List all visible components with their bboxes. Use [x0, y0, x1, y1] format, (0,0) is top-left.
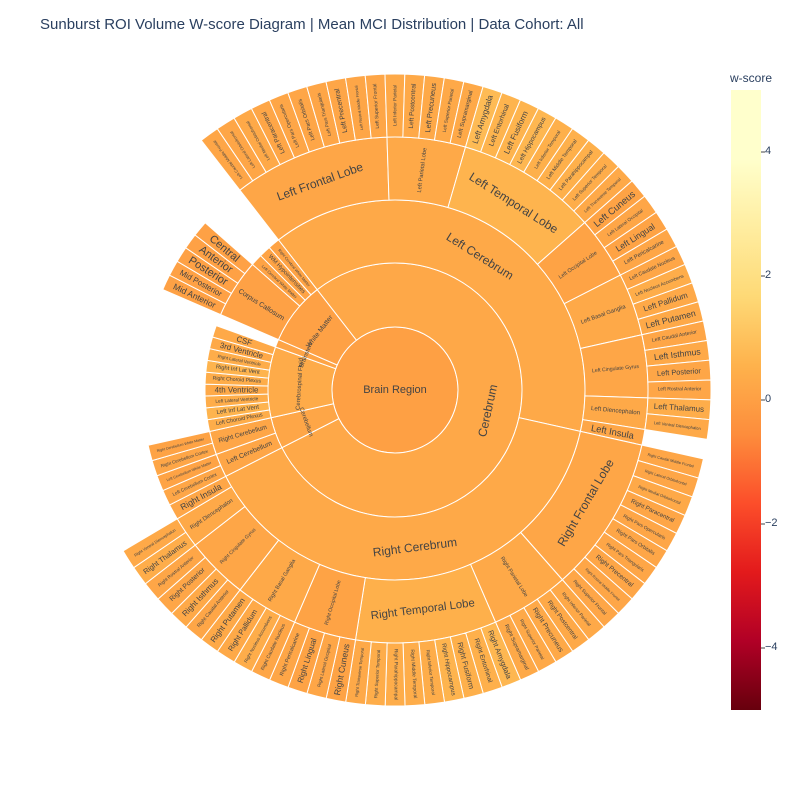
segment-label-left-lateral-ventricle: Left Lateral Ventricle	[215, 396, 258, 404]
colorbar-tick-label: 4	[765, 145, 772, 157]
segment-label-left-posterior: Left Posterior	[657, 366, 702, 378]
segment-label-left-superior-frontal: Left Superior Frontal	[372, 83, 381, 128]
segment-label-left-diencephalon: Left Diencephalon	[591, 405, 641, 417]
colorbar	[731, 90, 761, 710]
segment-label-right-inf-lat-vent: Right Inf Lat Vent	[215, 364, 260, 376]
segment-label-left-postcentral: Left Postcentral	[408, 83, 418, 128]
colorbar-tick-label: −4	[765, 641, 778, 653]
colorbar-ticks	[761, 151, 765, 649]
segment-label-left-parietal-lobe: Left Parietal Lobe	[417, 148, 429, 193]
colorbar-tick-label: 0	[765, 393, 772, 405]
segment-label-left-rostral-anterior: Left Rostral Anterior	[658, 386, 702, 392]
segment-label-left-cingulate-gyrus: Left Cingulate Gyrus	[592, 364, 640, 374]
segment-label-left-inferior-parietal: Left Inferior Parietal	[392, 85, 397, 126]
colorbar-tick-label: 2	[765, 269, 772, 281]
segment-right-cerebral-white-matter[interactable]	[268, 239, 318, 296]
segment-label-left-ventral-diencephalon: Left Ventral Diencephalon	[653, 420, 701, 431]
segment-label-right-middle-temporal: Right Middle Temporal	[409, 649, 418, 698]
segment-label-right-superior-temporal: Right Superior Temporal	[373, 650, 381, 699]
chart-title: Sunburst ROI Volume W-score Diagram | Me…	[40, 16, 584, 33]
segment-label-left-rostral-middle-frontal: Left Rostral Middle Frontal	[354, 85, 364, 130]
colorbar-tick-label: −2	[765, 517, 778, 529]
colorbar-title: w-score	[730, 71, 773, 85]
segment-label-right-transverse-temporal: Right Transverse Temporal	[354, 647, 365, 697]
segment-label-right-choroid-plexus: Right Choroid Plexus	[212, 376, 261, 385]
segment-label-brain-region: Brain Region	[363, 384, 427, 396]
segment-label-4th-ventricle: 4th Ventricle	[215, 386, 259, 395]
segment-label-right-parahippocampal: Right Parahippocampal	[393, 649, 399, 700]
segment-label-right-inferior-temporal: Right Inferior Temporal	[425, 649, 436, 695]
segment-label-cerebrospinal-fluid: Cerebrospinal Fluid	[296, 358, 305, 410]
sunburst-segments[interactable]	[122, 73, 712, 707]
segment-label-left-thalamus: Left Thalamus	[654, 402, 705, 414]
